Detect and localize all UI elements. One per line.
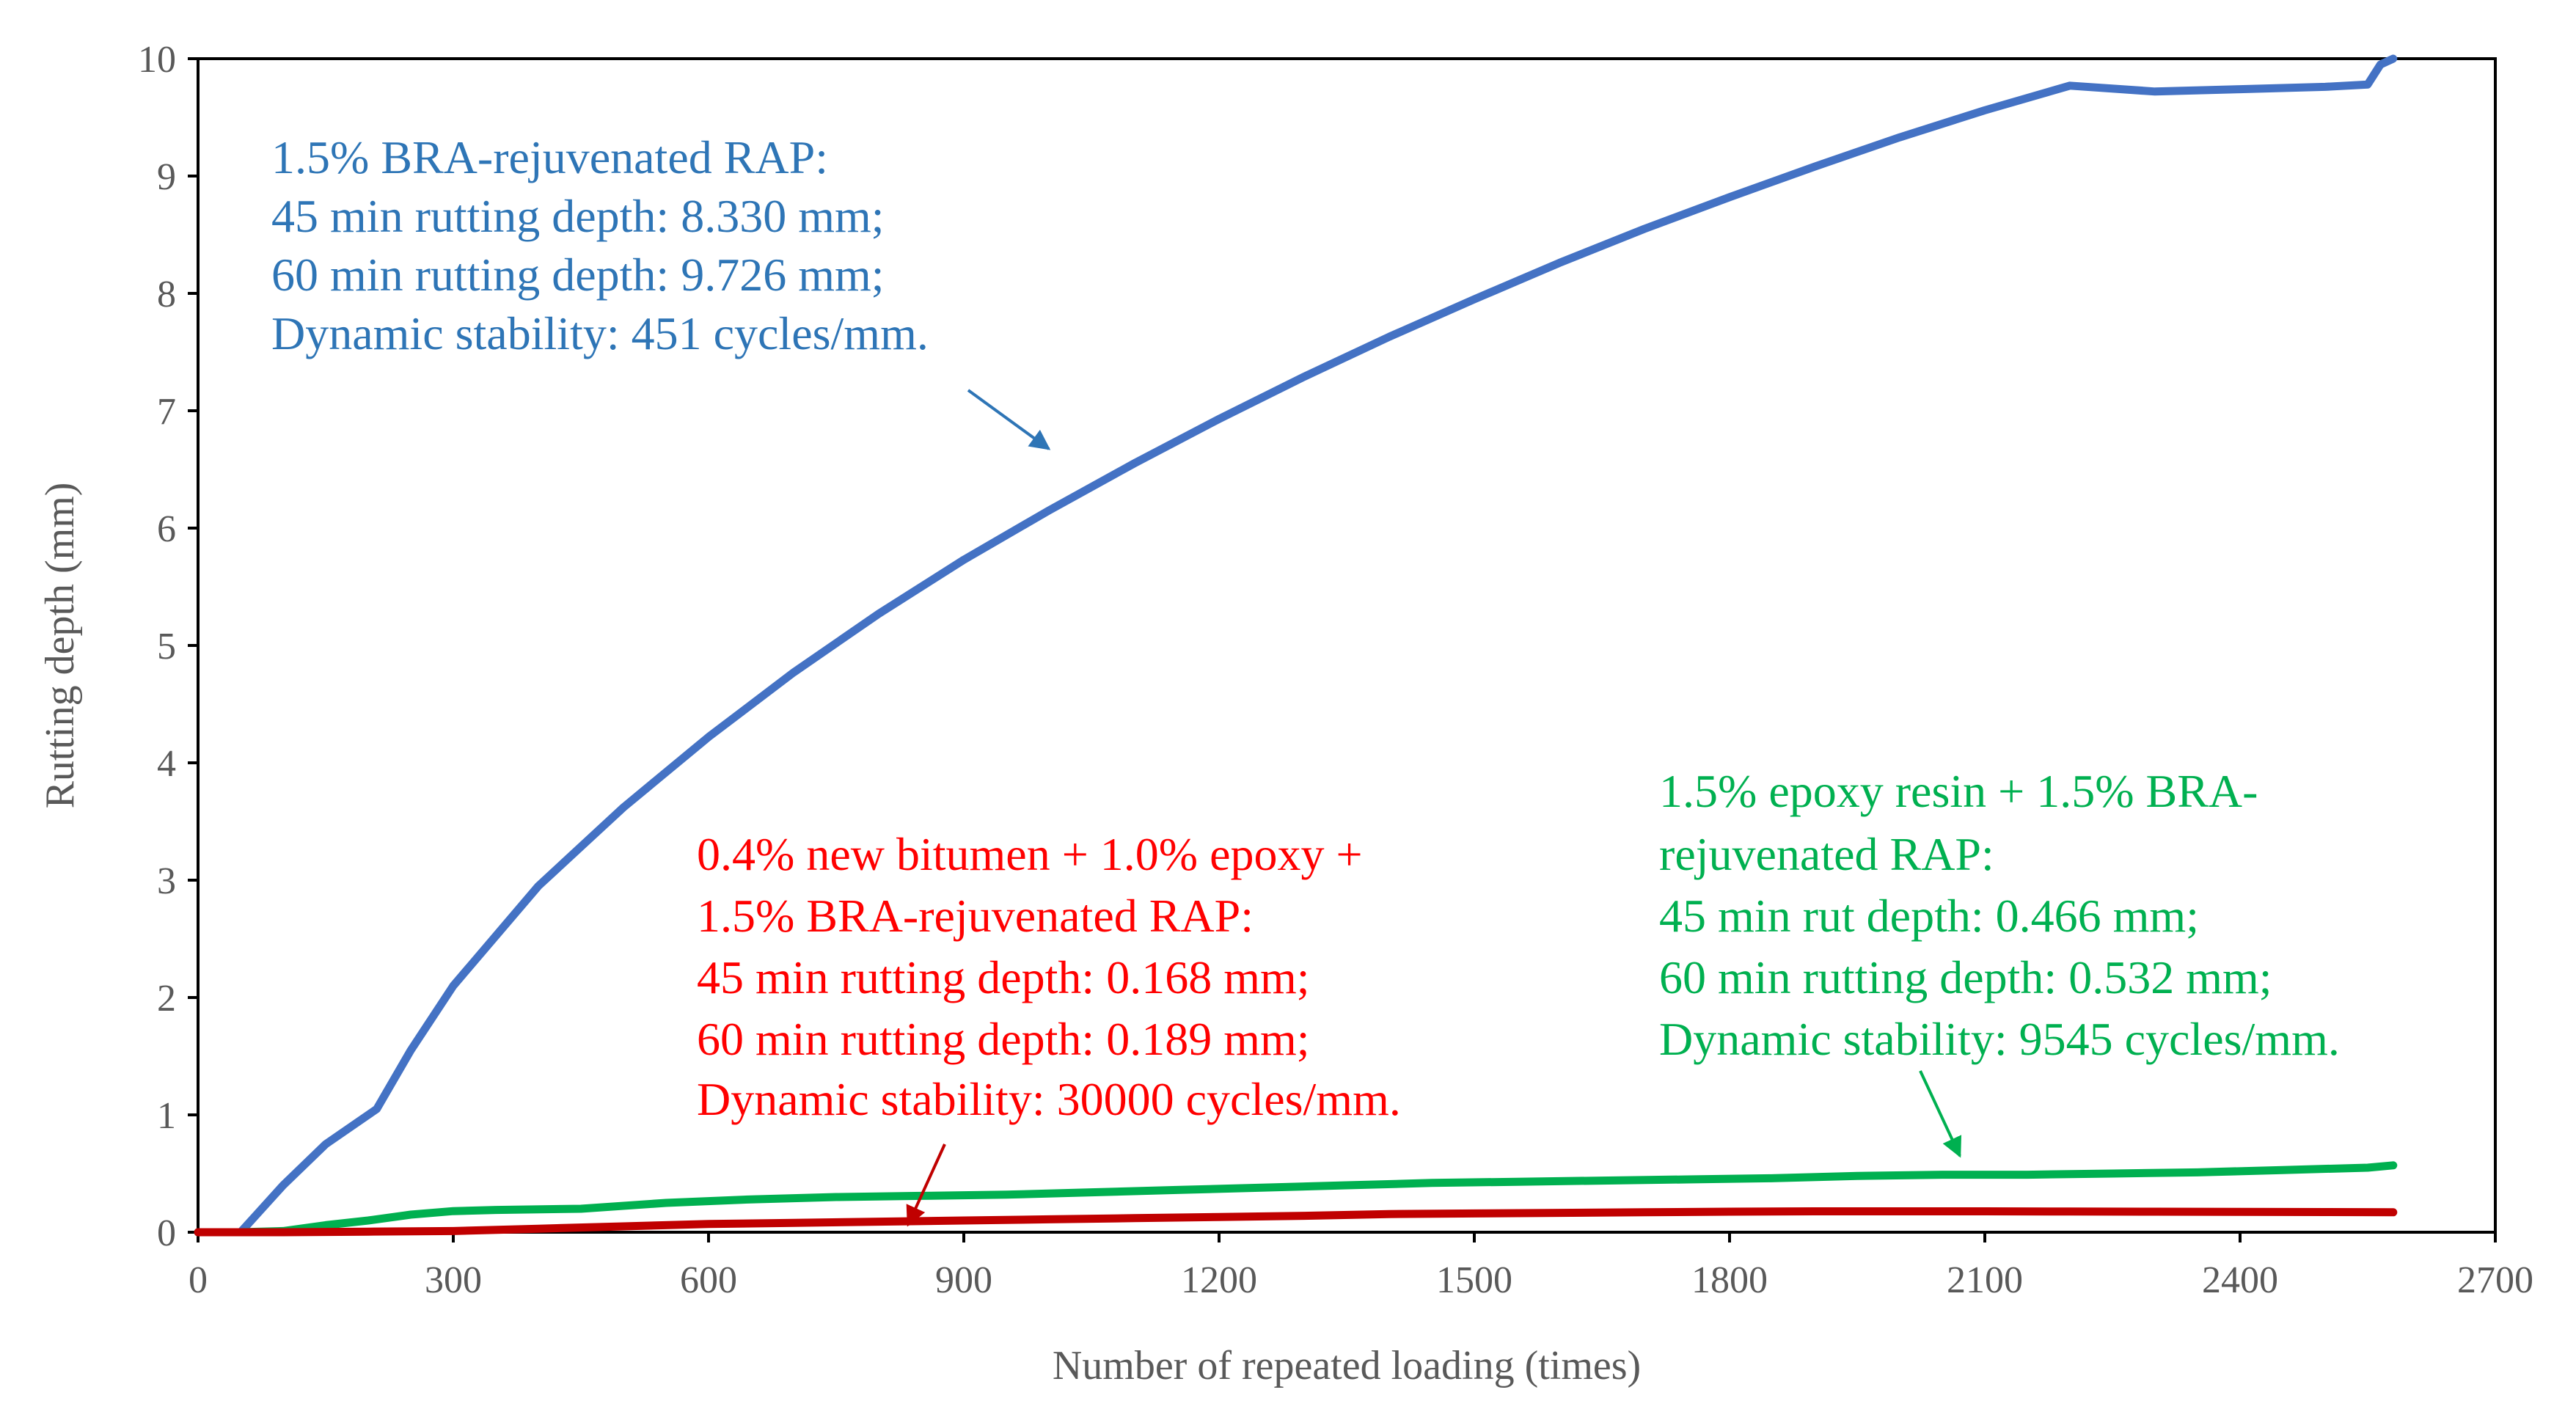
annotation-red-line-4: 60 min rutting depth: 0.189 mm;	[697, 1013, 1310, 1065]
x-tick-label: 900	[935, 1259, 992, 1301]
annotation-green-line-4: 60 min rutting depth: 0.532 mm;	[1659, 951, 2272, 1003]
y-tick-label: 5	[157, 626, 176, 667]
y-tick-label: 10	[138, 39, 176, 81]
y-tick-label: 0	[157, 1212, 176, 1254]
x-tick-label: 2100	[1947, 1259, 2023, 1301]
x-axis-ticks: 0 300 600 900 1200 1500 1800 2100 2400 2700	[189, 1232, 2533, 1301]
y-tick-label: 6	[157, 508, 176, 550]
x-axis-title: Number of repeated loading (times)	[1053, 1343, 1641, 1388]
x-tick-label: 2700	[2457, 1259, 2533, 1301]
x-tick-label: 2400	[2202, 1259, 2278, 1301]
y-axis-ticks: 0 1 2 3 4 5 6 7 8 9 10	[138, 39, 198, 1254]
x-tick-label: 1500	[1436, 1259, 1512, 1301]
y-tick-label: 2	[157, 978, 176, 1020]
annotation-green: 1.5% epoxy resin + 1.5% BRA- rejuvenated…	[1659, 765, 2340, 1065]
y-tick-label: 7	[157, 391, 176, 433]
series-epoxy-resin-bra-line	[194, 1161, 2398, 1237]
annotation-blue-line-1: 1.5% BRA-rejuvenated RAP:	[271, 131, 828, 183]
series-new-bitumen-epoxy-bra-line	[194, 1207, 2398, 1237]
annotation-blue: 1.5% BRA-rejuvenated RAP: 45 min rutting…	[271, 131, 929, 359]
annotation-blue-line-3: 60 min rutting depth: 9.726 mm;	[271, 249, 885, 301]
annotation-green-arrow	[1919, 1070, 1962, 1158]
x-tick-label: 0	[189, 1259, 208, 1301]
annotation-green-line-1: 1.5% epoxy resin + 1.5% BRA-	[1659, 765, 2258, 817]
series-bra-rejuvenated-rap-line	[194, 54, 2398, 1237]
annotation-red-line-3: 45 min rutting depth: 0.168 mm;	[697, 951, 1310, 1003]
x-tick-label: 300	[425, 1259, 482, 1301]
annotation-red-arrow	[906, 1143, 946, 1227]
annotation-red-line-5: Dynamic stability: 30000 cycles/mm.	[697, 1073, 1401, 1125]
annotation-blue-arrow	[967, 389, 1051, 450]
annotation-blue-line-2: 45 min rutting depth: 8.330 mm;	[271, 190, 885, 242]
annotation-red-line-1: 0.4% new bitumen + 1.0% epoxy +	[697, 828, 1363, 880]
annotation-green-line-5: Dynamic stability: 9545 cycles/mm.	[1659, 1013, 2340, 1065]
annotation-green-line-2: rejuvenated RAP:	[1659, 828, 1994, 880]
y-tick-label: 1	[157, 1095, 176, 1137]
x-tick-label: 600	[680, 1259, 737, 1301]
y-tick-label: 9	[157, 156, 176, 198]
annotation-red: 0.4% new bitumen + 1.0% epoxy + 1.5% BRA…	[697, 828, 1401, 1125]
annotation-green-line-3: 45 min rut depth: 0.466 mm;	[1659, 890, 2199, 942]
x-tick-label: 1800	[1691, 1259, 1768, 1301]
annotation-red-line-2: 1.5% BRA-rejuvenated RAP:	[697, 890, 1254, 942]
y-axis-title: Rutting depth (mm)	[37, 483, 83, 809]
annotation-blue-line-4: Dynamic stability: 451 cycles/mm.	[271, 307, 929, 359]
series-layer	[194, 54, 2398, 1237]
y-tick-label: 4	[157, 743, 176, 785]
x-tick-label: 1200	[1181, 1259, 1257, 1301]
y-tick-label: 3	[157, 860, 176, 902]
y-tick-label: 8	[157, 274, 176, 315]
